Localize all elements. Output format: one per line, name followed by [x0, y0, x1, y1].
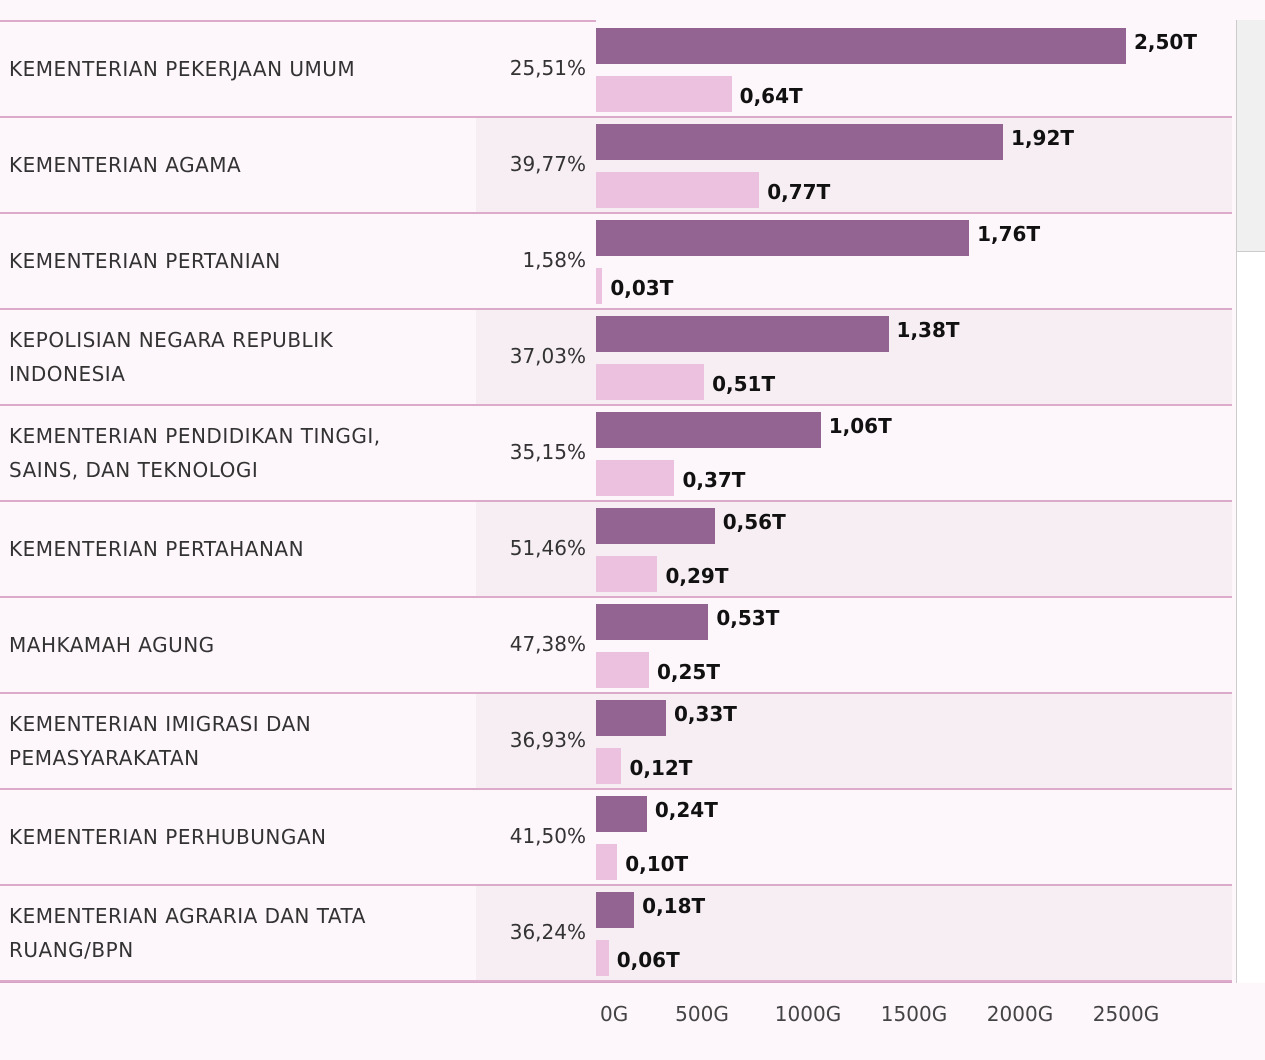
value-label: 0,77T	[767, 180, 831, 204]
x-tick-label: 2500G	[1092, 1002, 1160, 1026]
category-label: KEPOLISIAN NEGARA REPUBLIK INDONESIA	[9, 328, 334, 386]
value-label: 0,37T	[682, 468, 746, 492]
category-label: KEMENTERIAN PERTAHANAN	[9, 537, 305, 561]
bar	[596, 220, 970, 256]
category-label: KEMENTERIAN PERHUBUNGAN	[9, 825, 327, 849]
bar	[596, 940, 609, 976]
value-label: 0,64T	[739, 84, 803, 108]
bar	[596, 412, 821, 448]
bar	[596, 796, 647, 832]
x-tick-label: 2000G	[986, 1002, 1054, 1026]
value-label: 0,24T	[654, 798, 718, 822]
value-label: 1,76T	[977, 222, 1041, 246]
row	[0, 790, 1232, 886]
value-label: 0,56T	[722, 510, 786, 534]
bar	[596, 268, 603, 304]
x-tick-label: 1500G	[880, 1002, 948, 1026]
bar	[596, 508, 715, 544]
row	[0, 598, 1232, 694]
share-label: 37,03%	[509, 344, 586, 368]
row	[0, 310, 1232, 406]
bar	[596, 892, 635, 928]
value-label: 0,53T	[716, 606, 780, 630]
value-label: 2,50T	[1134, 30, 1197, 54]
share-label: 41,50%	[509, 824, 586, 848]
share-label: 35,15%	[509, 440, 586, 464]
category-label: KEMENTERIAN PENDIDIKAN TINGGI, SAINS, DA…	[9, 424, 381, 482]
value-label: 1,06T	[828, 414, 892, 438]
x-tick-label: 0G	[600, 1002, 629, 1026]
row-shade	[476, 886, 1232, 980]
value-label: 0,03T	[610, 276, 674, 300]
category-label: MAHKAMAH AGUNG	[9, 633, 215, 657]
bar	[596, 748, 622, 784]
share-label: 39,77%	[509, 152, 586, 176]
bar	[596, 604, 709, 640]
bar	[596, 844, 618, 880]
share-label: 1,58%	[522, 248, 586, 272]
row	[0, 118, 1232, 214]
bar	[596, 316, 889, 352]
category-label: KEMENTERIAN AGAMA	[9, 153, 242, 177]
value-label: 0,10T	[625, 852, 689, 876]
category-label: KEMENTERIAN IMIGRASI DAN PEMASYARAKATAN	[9, 712, 312, 770]
bar	[596, 76, 732, 112]
row	[0, 22, 1232, 118]
bar	[596, 556, 658, 592]
category-label: KEMENTERIAN PERTANIAN	[9, 249, 281, 273]
value-label: 1,92T	[1011, 126, 1075, 150]
share-label: 51,46%	[509, 536, 586, 560]
share-label: 36,93%	[509, 728, 586, 752]
value-label: 0,51T	[712, 372, 776, 396]
row	[0, 502, 1232, 598]
bar	[596, 364, 705, 400]
value-label: 0,25T	[657, 660, 720, 684]
value-label: 0,29T	[665, 564, 729, 588]
row-shade	[476, 502, 1232, 596]
bar	[596, 652, 649, 688]
bar	[596, 172, 760, 208]
value-label: 0,06T	[616, 948, 680, 972]
value-label: 0,12T	[629, 756, 693, 780]
row-shade	[476, 694, 1232, 788]
row	[0, 694, 1232, 790]
top-line	[0, 20, 596, 22]
bar	[596, 700, 666, 736]
x-tick-label: 500G	[675, 1002, 729, 1026]
x-tick-label: 1000G	[774, 1002, 842, 1026]
category-label: KEMENTERIAN PEKERJAAN UMUM	[9, 57, 356, 81]
scrollbar-thumb	[1237, 20, 1265, 252]
row	[0, 214, 1232, 310]
category-label: KEMENTERIAN AGRARIA DAN TATA RUANG/BPN	[9, 904, 366, 962]
row	[0, 406, 1232, 502]
row	[0, 886, 1232, 982]
bar	[596, 124, 1004, 160]
value-label: 1,38T	[896, 318, 960, 342]
share-label: 25,51%	[509, 56, 586, 80]
bar	[596, 460, 675, 496]
share-label: 36,24%	[509, 920, 586, 944]
value-label: 0,18T	[642, 894, 706, 918]
share-label: 47,38%	[509, 632, 586, 656]
bar	[596, 28, 1126, 64]
value-label: 0,33T	[673, 702, 737, 726]
